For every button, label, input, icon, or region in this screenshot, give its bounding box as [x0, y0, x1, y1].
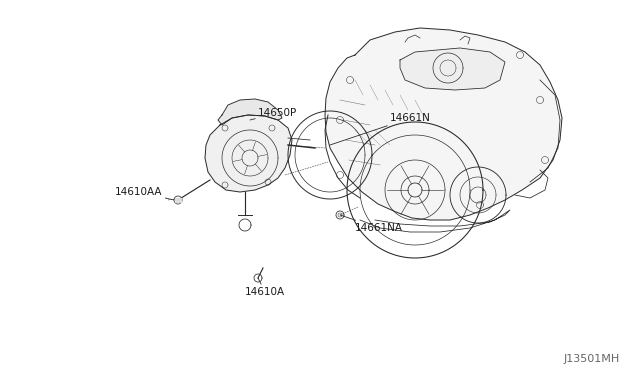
- Text: 14661NA: 14661NA: [340, 215, 403, 233]
- Polygon shape: [205, 115, 292, 192]
- Polygon shape: [325, 28, 562, 220]
- Polygon shape: [175, 198, 181, 202]
- Text: 14650P: 14650P: [250, 108, 297, 120]
- Polygon shape: [400, 48, 505, 90]
- Polygon shape: [218, 99, 282, 125]
- Text: 14610A: 14610A: [245, 278, 285, 297]
- Text: 14610AA: 14610AA: [115, 187, 174, 200]
- Text: J13501MH: J13501MH: [564, 354, 620, 364]
- Text: 14661N: 14661N: [330, 113, 431, 145]
